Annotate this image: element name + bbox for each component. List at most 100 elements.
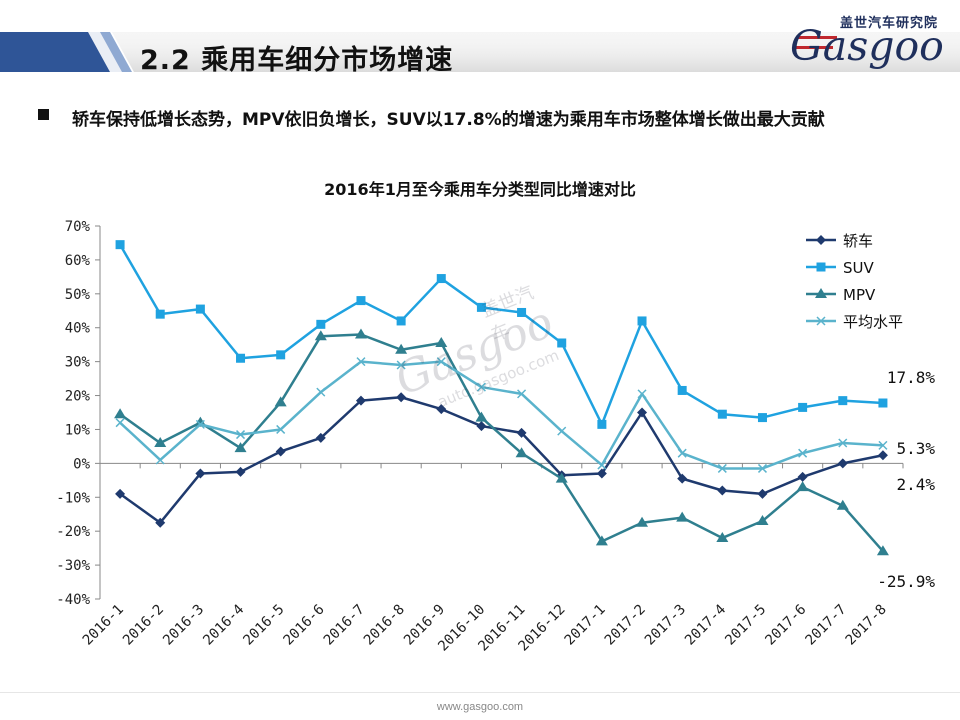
- sedan-data-point: [235, 466, 246, 477]
- average-data-point: [115, 418, 125, 428]
- x-tick-label: 2017-3: [642, 602, 689, 649]
- mpv-data-point: [595, 535, 608, 546]
- average-data-point: [597, 460, 607, 470]
- x-tick-label: 2017-4: [682, 602, 729, 649]
- x-tick-label: 2016-8: [361, 602, 408, 649]
- x-tick-label: 2016-1: [80, 602, 127, 649]
- mpv-data-point: [234, 442, 247, 453]
- end-value-label: 17.8%: [887, 368, 936, 387]
- average-data-point: [356, 357, 366, 367]
- mpv-data-point: [314, 330, 327, 341]
- sedan-data-point: [637, 407, 648, 418]
- legend-marker: [816, 235, 826, 245]
- average-data-point: [235, 430, 246, 440]
- sedan-data-point: [315, 432, 326, 443]
- suv-data-point: [878, 398, 888, 408]
- brand-logo: Gasgoo: [790, 22, 944, 70]
- mpv-data-point: [435, 336, 448, 347]
- mpv-data-point: [756, 515, 769, 526]
- x-tick-label: 2016-5: [240, 602, 287, 649]
- mpv-data-point: [114, 408, 127, 419]
- suv-data-point: [757, 413, 767, 423]
- y-tick-label: 40%: [65, 321, 91, 337]
- suv-series-line: [118, 244, 883, 426]
- average-data-point: [517, 389, 527, 399]
- legend-label: 平均水平: [843, 313, 903, 331]
- x-tick-label: 2016-4: [200, 602, 247, 649]
- suv-data-point: [476, 302, 486, 312]
- mpv-data-point: [354, 328, 367, 339]
- brand-mark-stripe-2: [793, 46, 833, 49]
- sedan-data-point: [877, 450, 888, 461]
- suv-data-point: [436, 274, 446, 284]
- suv-data-point: [517, 307, 527, 317]
- y-tick-label: -10%: [56, 490, 90, 506]
- end-value-label: 2.4%: [896, 475, 935, 494]
- sedan-series-line: [119, 395, 884, 524]
- sedan-data-point: [757, 488, 768, 499]
- average-data-point: [677, 448, 687, 458]
- mpv-data-point: [876, 545, 889, 556]
- mpv-data-point: [475, 411, 488, 422]
- average-data-point: [798, 448, 808, 458]
- average-data-point: [436, 357, 446, 367]
- suv-data-point: [597, 419, 607, 429]
- x-tick-label: 2017-8: [843, 602, 890, 649]
- suv-data-point: [276, 350, 286, 360]
- mpv-data-point: [515, 447, 528, 458]
- y-tick-label: 50%: [65, 287, 91, 303]
- legend-marker: [816, 262, 826, 272]
- sedan-data-point: [115, 488, 126, 499]
- mpv-data-point: [395, 343, 408, 354]
- sedan-data-point: [275, 446, 286, 457]
- average-data-point: [838, 438, 848, 448]
- average-data-point: [878, 440, 888, 450]
- suv-data-point: [637, 316, 647, 326]
- x-tick-label: 2017-5: [722, 602, 769, 649]
- average-data-point: [316, 387, 326, 397]
- sedan-data-point: [396, 392, 407, 403]
- y-tick-label: 20%: [65, 389, 91, 405]
- bullet-text: 轿车保持低增长态势，MPV依旧负增长，SUV以17.8%的增速为乘用车市场整体增…: [72, 110, 825, 130]
- end-value-label: 5.3%: [896, 439, 935, 458]
- average-series-line: [119, 360, 883, 470]
- average-data-point: [155, 455, 165, 465]
- page-title: 2.2 乘用车细分市场增速: [140, 45, 454, 76]
- suv-data-point: [798, 402, 808, 412]
- legend-marker: [815, 288, 827, 298]
- footer-url: www.gasgoo.com: [436, 701, 524, 713]
- average-data-point: [557, 426, 567, 436]
- x-tick-label: 2017-2: [602, 602, 649, 649]
- suv-data-point: [677, 385, 687, 395]
- average-data-point: [476, 382, 486, 392]
- y-tick-label: 60%: [65, 253, 91, 269]
- x-tick-label: 2017-1: [562, 602, 609, 649]
- sedan-data-point: [596, 468, 607, 479]
- footer-divider: [0, 692, 960, 693]
- mpv-data-point: [154, 437, 167, 448]
- y-tick-label: -30%: [56, 558, 90, 574]
- sedan-data-point: [677, 473, 688, 484]
- suv-data-point: [356, 296, 366, 306]
- brand-chinese-name: 盖世汽车研究院: [840, 16, 939, 31]
- suv-data-point: [717, 409, 727, 419]
- y-tick-label: 30%: [65, 355, 91, 371]
- x-tick-label: 2016-6: [281, 602, 328, 649]
- suv-data-point: [236, 353, 246, 363]
- bullet-square-icon: [38, 109, 49, 120]
- mpv-data-point: [796, 481, 809, 492]
- sedan-data-point: [516, 427, 527, 438]
- end-value-label: -25.9%: [877, 572, 935, 591]
- suv-data-point: [838, 396, 848, 406]
- average-data-point: [195, 419, 205, 429]
- sedan-data-point: [797, 471, 808, 482]
- x-tick-label: 2016-2: [120, 602, 167, 649]
- mpv-data-point: [555, 472, 568, 483]
- x-tick-label: 2017-7: [803, 602, 850, 649]
- brand-mark-stripe: [797, 36, 837, 39]
- mpv-data-point: [836, 499, 849, 510]
- sedan-data-point: [476, 421, 487, 432]
- legend-marker: [816, 316, 826, 326]
- x-tick-label: 2017-6: [762, 602, 809, 649]
- header-banner: [0, 32, 960, 72]
